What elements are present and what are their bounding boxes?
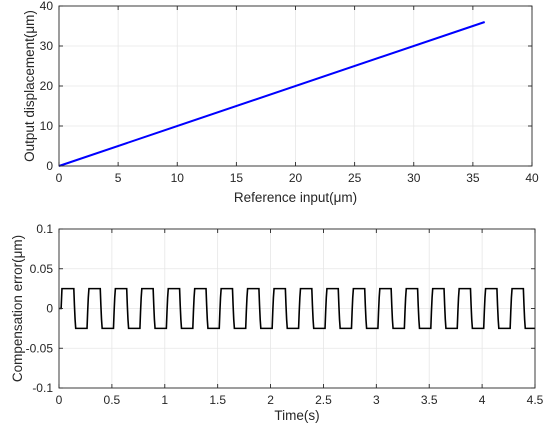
- series-line-1: [59, 287, 535, 330]
- chart-2: 0 0.5 1 1.5 2 2.5 3 3.5 4 4.5 -0.1 -0.05 0 0.05 0.1 Tim…: [10, 222, 544, 423]
- x-tick-label: 20: [289, 171, 303, 185]
- y-tick-label: -0.1: [32, 381, 53, 395]
- series-line-1: [58, 21, 486, 167]
- y-tick-label: 40: [40, 0, 54, 13]
- x-tick-label: 25: [348, 171, 362, 185]
- x-tick-label: 4.5: [527, 393, 544, 407]
- x-tick-label: 2: [267, 393, 274, 407]
- x-tick-label: 35: [466, 171, 480, 185]
- y-tick-label: 0: [46, 302, 53, 316]
- x-tick-label: 3.5: [421, 393, 438, 407]
- x-tick-label: 30: [407, 171, 421, 185]
- x-tick-label: 0: [56, 393, 63, 407]
- y-tick-label: -0.05: [26, 341, 54, 355]
- chart-1: 0 5 10 15 20 25 30 35 40 0 10 20 30 40 Reference input…: [22, 0, 539, 205]
- x-tick-label: 10: [171, 171, 185, 185]
- x-tick-label: 1.5: [209, 393, 226, 407]
- y-tick-label: 0.1: [36, 222, 53, 236]
- y-tick-label: 0.05: [30, 262, 54, 276]
- x-tick-label: 0.5: [104, 393, 121, 407]
- x-tick-label: 4: [479, 393, 486, 407]
- y-tick-label: 20: [40, 79, 54, 93]
- x-tick-label: 1: [161, 393, 168, 407]
- x-axis-label: Time(s): [274, 408, 319, 423]
- y-axis-label: Compensation error(μm): [10, 235, 25, 382]
- x-tick-label: 2.5: [315, 393, 332, 407]
- x-axis-label: Reference input(μm): [234, 190, 357, 205]
- x-tick-label: 3: [373, 393, 380, 407]
- y-tick-label: 30: [40, 39, 54, 53]
- x-tick-label: 5: [115, 171, 122, 185]
- x-tick-label: 40: [525, 171, 539, 185]
- x-tick-label: 15: [230, 171, 244, 185]
- y-axis-label: Output displacement(μm): [22, 10, 37, 162]
- y-tick-label: 10: [40, 119, 54, 133]
- x-tick-label: 0: [56, 171, 63, 185]
- y-tick-label: 0: [46, 159, 53, 173]
